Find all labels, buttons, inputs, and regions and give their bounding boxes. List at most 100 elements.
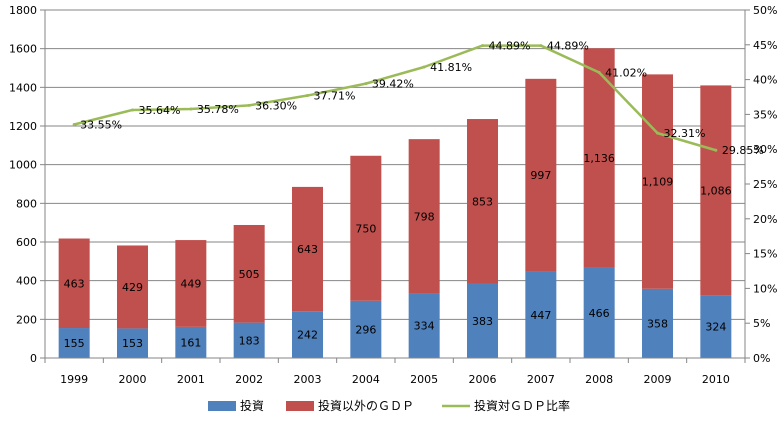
ratio-series-line — [73, 44, 717, 152]
data-label-ratio: 35.78% — [197, 103, 239, 116]
y-left-tick-label: 1600 — [9, 43, 37, 56]
data-label-ratio: 33.55% — [80, 118, 122, 131]
data-label-investment: 358 — [647, 317, 668, 330]
legend: 投資 投資以外のＧＤＰ 投資対ＧＤＰ比率 — [208, 398, 570, 413]
y-right-tick-label: 15% — [753, 248, 777, 261]
ratio-point — [422, 65, 426, 69]
data-label-other-gdp: 505 — [239, 268, 260, 281]
bar-investment — [233, 322, 265, 358]
x-tick-label: 1999 — [60, 373, 88, 386]
data-labels: 155 463 153 429 161 449 183 505 242 643 296 750 334 7… — [64, 40, 764, 351]
bar-other-gdp — [467, 119, 498, 284]
x-tick-label: 2003 — [294, 373, 322, 386]
bar-other-gdp — [408, 139, 440, 294]
y-right-tick-label: 35% — [753, 108, 777, 121]
y-left-tick-label: 400 — [16, 275, 37, 288]
y-right-tick-label: 10% — [753, 282, 777, 295]
data-label-ratio: 37.71% — [314, 90, 356, 103]
ratio-point — [306, 94, 309, 98]
bar-investment — [350, 300, 382, 358]
bar-other-gdp — [292, 186, 323, 312]
ratio-point — [481, 44, 484, 48]
x-tick-label: 2010 — [702, 373, 730, 386]
data-label-investment: 447 — [530, 309, 551, 322]
data-label-other-gdp: 798 — [414, 210, 435, 223]
bar-investment — [117, 328, 148, 358]
y-left-tick-label: 200 — [16, 313, 37, 326]
bar-other-gdp — [233, 224, 265, 323]
ratio-point — [72, 122, 76, 126]
data-label-ratio: 44.89% — [547, 40, 589, 53]
x-tick-label: 2000 — [119, 373, 147, 386]
y-left-tick-label: 1000 — [9, 159, 37, 172]
data-label-other-gdp: 643 — [297, 243, 318, 256]
data-label-other-gdp: 463 — [64, 277, 85, 290]
bar-investment — [525, 271, 557, 358]
data-label-investment: 296 — [355, 323, 376, 336]
y-left-tick-label: 1400 — [9, 81, 37, 94]
legend-label-ratio: 投資対ＧＤＰ比率 — [474, 398, 570, 413]
bar-investment — [292, 311, 323, 358]
data-label-investment: 324 — [705, 321, 726, 334]
x-tick-label: 2009 — [644, 373, 672, 386]
y-right-tick-label: 5% — [753, 317, 770, 330]
data-label-investment: 153 — [122, 337, 143, 350]
y-right-tick-label: 20% — [753, 213, 777, 226]
data-label-ratio: 35.64% — [139, 104, 181, 117]
data-label-investment: 466 — [589, 307, 610, 320]
y-right-tick-label: 25% — [753, 178, 777, 191]
y-right-tick-label: 40% — [753, 74, 777, 87]
bar-other-gdp — [350, 155, 382, 301]
axes: 0 200 400 600 800 1000 1200 1400 1600 1800 0% 5% 10%… — [9, 4, 777, 386]
data-label-investment: 334 — [414, 320, 435, 333]
data-label-other-gdp: 1,086 — [700, 184, 732, 197]
data-label-other-gdp: 750 — [355, 222, 376, 235]
ratio-point — [364, 82, 368, 86]
bar-investment — [642, 288, 673, 358]
bar-investment — [175, 326, 207, 358]
y-right-tick-label: 50% — [753, 4, 777, 17]
x-tick-label: 2001 — [177, 373, 205, 386]
data-label-investment: 383 — [472, 315, 493, 328]
data-label-investment: 155 — [64, 337, 85, 350]
ratio-point — [714, 148, 718, 152]
bar-investment — [467, 283, 498, 358]
x-tick-label: 2006 — [469, 373, 497, 386]
bars — [58, 48, 732, 358]
ratio-line — [72, 44, 718, 152]
x-tick-label: 2004 — [352, 373, 380, 386]
bar-investment — [58, 328, 90, 358]
data-label-investment: 242 — [297, 329, 318, 342]
bar-investment — [408, 293, 440, 358]
ratio-point — [131, 108, 134, 112]
y-left-tick-label: 800 — [16, 197, 37, 210]
bar-investment — [700, 295, 732, 358]
bar-investment — [583, 267, 615, 358]
ratio-point — [247, 103, 251, 107]
x-tick-label: 2005 — [410, 373, 438, 386]
y-left-tick-label: 600 — [16, 236, 37, 249]
ratio-point — [597, 71, 601, 75]
data-label-investment: 161 — [180, 336, 201, 349]
legend-swatch-investment — [208, 401, 236, 411]
ratio-point — [189, 107, 193, 111]
y-left-tick-label: 0 — [30, 352, 37, 365]
data-label-ratio: 29.85% — [722, 144, 764, 157]
bar-other-gdp — [525, 78, 557, 272]
bar-other-gdp — [642, 74, 673, 289]
y-right-tick-label: 0% — [753, 352, 770, 365]
y-right-tick-label: 30% — [753, 143, 777, 156]
data-label-ratio: 39.42% — [372, 78, 414, 91]
gridlines — [45, 9, 745, 320]
x-tick-label: 2008 — [585, 373, 613, 386]
data-label-ratio: 44.89% — [489, 40, 531, 53]
data-label-ratio: 41.81% — [430, 61, 472, 74]
data-label-ratio: 36.30% — [255, 99, 297, 112]
data-label-other-gdp: 853 — [472, 195, 493, 208]
y-left-tick-label: 1200 — [9, 120, 37, 133]
legend-swatch-other-gdp — [286, 401, 314, 411]
legend-label-investment: 投資 — [240, 398, 264, 413]
bar-other-gdp — [700, 85, 732, 296]
bar-other-gdp — [58, 238, 90, 329]
